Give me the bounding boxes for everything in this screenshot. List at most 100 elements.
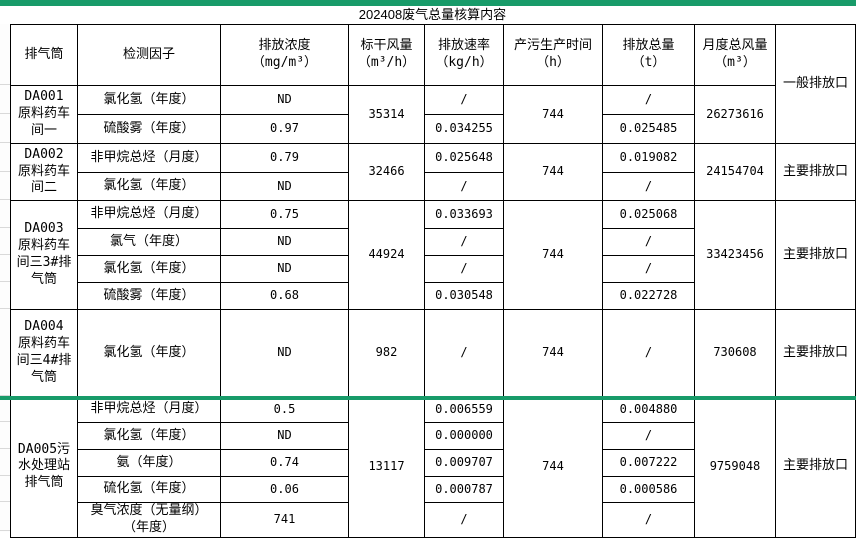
gridline <box>0 171 10 172</box>
cell-total[interactable]: / <box>602 309 695 397</box>
cell-factor[interactable]: 氯化氢（年度） <box>77 255 221 283</box>
col-header-stack[interactable]: 排气筒 <box>10 24 78 86</box>
selection-border-top <box>0 0 856 6</box>
cell-air-volume[interactable]: 982 <box>348 309 425 397</box>
cell-total[interactable]: 0.019082 <box>602 143 695 173</box>
cell-rate[interactable]: 0.000787 <box>424 476 504 503</box>
cell-total[interactable]: 0.004880 <box>602 396 695 423</box>
cell-factor[interactable]: 硫酸雾（年度） <box>77 114 221 144</box>
cell-total[interactable]: / <box>602 502 695 538</box>
col-header-air-volume[interactable]: 标干风量 （m³/h） <box>348 24 425 86</box>
cell-total[interactable]: / <box>602 228 695 256</box>
cell-rate[interactable]: 0.033693 <box>424 200 504 229</box>
gridline <box>0 84 10 85</box>
table-row: DA005污 水处理站 排气筒 非甲烷总烃（月度） 0.5 13117 0.006559… <box>10 396 856 538</box>
cell-air-volume[interactable]: 44924 <box>348 200 425 310</box>
cell-total[interactable]: / <box>602 172 695 201</box>
cell-total[interactable]: / <box>602 255 695 283</box>
col-header-monthly-volume[interactable]: 月度总风量 （m³） <box>694 24 776 86</box>
cell-stack[interactable]: DA004 原料药车 间三4#排 气筒 <box>10 309 78 397</box>
col-header-factor[interactable]: 检测因子 <box>77 24 221 86</box>
cell-factor[interactable]: 氯化氢（年度） <box>77 172 221 201</box>
cell-rate[interactable]: / <box>424 85 504 115</box>
cell-rate[interactable]: 0.030548 <box>424 282 504 310</box>
cell-factor[interactable]: 氯化氢（年度） <box>77 85 221 115</box>
col-header-total[interactable]: 排放总量 （t） <box>602 24 695 86</box>
col-header-hours[interactable]: 产污生产时间 （h） <box>503 24 603 86</box>
gridline <box>0 475 10 476</box>
cell-air-volume[interactable]: 32466 <box>348 143 425 201</box>
sheet-margin-gridlines <box>0 24 10 532</box>
cell-factor[interactable]: 氯气（年度） <box>77 228 221 256</box>
cell-hours[interactable]: 744 <box>503 85 603 144</box>
cell-stack[interactable]: DA005污 水处理站 排气筒 <box>10 396 78 538</box>
cell-stack[interactable]: DA003 原料药车 间三3#排 气筒 <box>10 200 78 310</box>
cell-hours[interactable]: 744 <box>503 309 603 397</box>
cell-concentration[interactable]: 0.97 <box>220 114 349 144</box>
cell-stack[interactable]: DA002 原料药车 间二 <box>10 143 78 201</box>
cell-concentration[interactable]: ND <box>220 422 349 450</box>
cell-concentration[interactable]: 0.74 <box>220 449 349 477</box>
col-header-concentration[interactable]: 排放浓度 （mg/m³） <box>220 24 349 86</box>
cell-total[interactable]: 0.025068 <box>602 200 695 229</box>
table-title-cell[interactable]: 202408废气总量核算内容 <box>358 7 507 22</box>
table-row: DA001 原料药车 间一 氯化氢（年度） ND 35314/744/26273616 <box>10 85 856 144</box>
cell-air-volume[interactable]: 13117 <box>348 396 425 538</box>
cell-concentration[interactable]: 0.79 <box>220 143 349 173</box>
cell-air-volume[interactable]: 35314 <box>348 85 425 144</box>
cell-factor[interactable]: 非甲烷总烃（月度） <box>77 200 221 229</box>
gridline <box>0 199 10 200</box>
cell-factor[interactable]: 氯化氢（年度） <box>77 422 221 450</box>
cell-outlet-type[interactable]: 主要排放口 <box>775 309 856 397</box>
cell-rate[interactable]: 0.006559 <box>424 396 504 423</box>
cell-factor[interactable]: 臭气浓度（无量纲） （年度） <box>77 502 221 538</box>
cell-outlet-type[interactable]: 一般排放口 <box>775 24 856 144</box>
cell-outlet-type[interactable]: 主要排放口 <box>775 396 856 538</box>
col-header-rate[interactable]: 排放速率 （kg/h） <box>424 24 504 86</box>
cell-factor[interactable]: 氨（年度） <box>77 449 221 477</box>
cell-rate[interactable]: 0.025648 <box>424 143 504 173</box>
gridline <box>0 227 10 228</box>
cell-hours[interactable]: 744 <box>503 200 603 310</box>
cell-rate[interactable]: / <box>424 228 504 256</box>
cell-monthly-volume[interactable]: 730608 <box>694 309 776 397</box>
cell-total[interactable]: 0.022728 <box>602 282 695 310</box>
cell-outlet-type[interactable]: 主要排放口 <box>775 200 856 310</box>
cell-concentration[interactable]: ND <box>220 309 349 397</box>
cell-monthly-volume[interactable]: 26273616 <box>694 85 776 144</box>
cell-rate[interactable]: / <box>424 255 504 283</box>
cell-concentration[interactable]: 0.68 <box>220 282 349 310</box>
cell-hours[interactable]: 744 <box>503 143 603 201</box>
cell-monthly-volume[interactable]: 9759048 <box>694 396 776 538</box>
cell-total[interactable]: 0.000586 <box>602 476 695 503</box>
cell-concentration[interactable]: 0.75 <box>220 200 349 229</box>
cell-total[interactable]: 0.025485 <box>602 114 695 144</box>
cell-concentration[interactable]: 0.5 <box>220 396 349 423</box>
cell-total[interactable]: / <box>602 422 695 450</box>
cell-monthly-volume[interactable]: 33423456 <box>694 200 776 310</box>
cell-concentration[interactable]: ND <box>220 228 349 256</box>
cell-concentration[interactable]: 741 <box>220 502 349 538</box>
cell-concentration[interactable]: ND <box>220 85 349 115</box>
cell-concentration[interactable]: ND <box>220 255 349 283</box>
cell-rate[interactable]: 0.000000 <box>424 422 504 450</box>
cell-rate[interactable]: 0.034255 <box>424 114 504 144</box>
cell-factor[interactable]: 硫酸雾（年度） <box>77 282 221 310</box>
cell-rate[interactable]: / <box>424 502 504 538</box>
cell-outlet-type[interactable]: 主要排放口 <box>775 143 856 201</box>
cell-rate[interactable]: / <box>424 309 504 397</box>
cell-total[interactable]: / <box>602 85 695 115</box>
cell-factor[interactable]: 硫化氢（年度） <box>77 476 221 503</box>
cell-rate[interactable]: / <box>424 172 504 201</box>
cell-factor[interactable]: 非甲烷总烃（月度） <box>77 396 221 423</box>
cell-factor[interactable]: 氯化氢（年度） <box>77 309 221 397</box>
gridline <box>0 421 10 422</box>
cell-rate[interactable]: 0.009707 <box>424 449 504 477</box>
cell-stack[interactable]: DA001 原料药车 间一 <box>10 85 78 144</box>
cell-monthly-volume[interactable]: 24154704 <box>694 143 776 201</box>
cell-hours[interactable]: 744 <box>503 396 603 538</box>
cell-total[interactable]: 0.007222 <box>602 449 695 477</box>
cell-factor[interactable]: 非甲烷总烃（月度） <box>77 143 221 173</box>
cell-concentration[interactable]: ND <box>220 172 349 201</box>
cell-concentration[interactable]: 0.06 <box>220 476 349 503</box>
